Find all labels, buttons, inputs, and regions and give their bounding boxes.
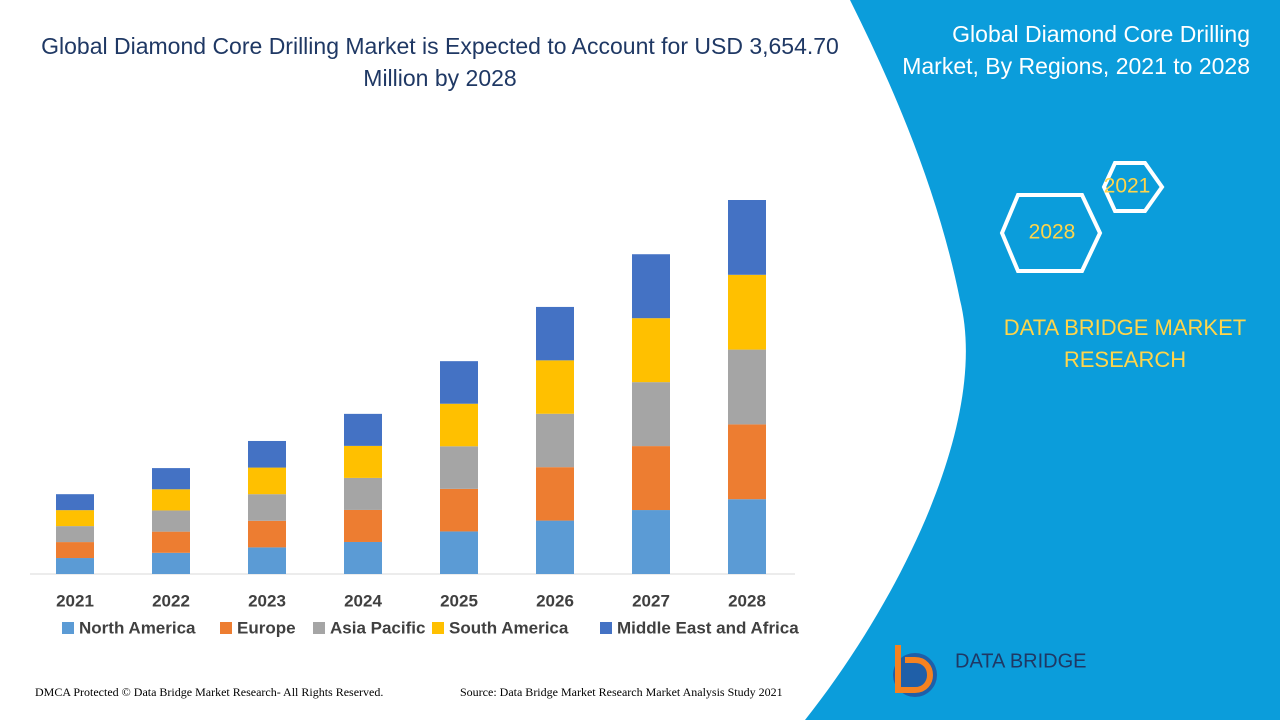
x-tick-label: 2023 xyxy=(248,591,286,610)
bar-segment xyxy=(440,488,478,532)
bar-segment xyxy=(632,510,670,574)
legend-swatch xyxy=(432,622,444,634)
bar-segment xyxy=(248,547,286,574)
bar-segment xyxy=(344,413,382,446)
bar-segment xyxy=(248,494,286,521)
footer-left: DMCA Protected © Data Bridge Market Rese… xyxy=(35,685,383,699)
x-tick-label: 2026 xyxy=(536,591,574,610)
legend-label: Asia Pacific xyxy=(330,618,425,637)
bar-segment xyxy=(248,467,286,495)
bar-segment xyxy=(728,349,766,425)
side-panel xyxy=(805,0,1280,720)
bar-segment xyxy=(632,446,670,511)
bar-segment xyxy=(344,445,382,478)
legend-label: South America xyxy=(449,618,569,637)
bar-segment xyxy=(536,520,574,574)
bar-segment xyxy=(440,403,478,447)
legend-swatch xyxy=(313,622,325,634)
bar-segment xyxy=(152,489,190,511)
bar-segment xyxy=(344,477,382,510)
panel-title: Global Diamond Core Drilling Market, By … xyxy=(902,21,1250,79)
hexagon xyxy=(1101,161,1165,213)
logo-text: DATA BRIDGE xyxy=(955,650,1087,672)
bar-segment xyxy=(632,254,670,319)
bar-segment xyxy=(728,200,766,275)
bar-segment xyxy=(152,510,190,532)
legend-label: North America xyxy=(79,618,196,637)
bar-segment xyxy=(56,558,94,574)
bar-segment xyxy=(56,494,94,511)
bar-segment xyxy=(728,424,766,500)
hex-label: 2028 xyxy=(1029,221,1076,244)
bar-segment xyxy=(536,306,574,361)
bar-segment xyxy=(152,531,190,553)
bar-segment xyxy=(152,468,190,490)
hexagon xyxy=(999,193,1103,273)
bar-segment xyxy=(728,499,766,574)
bar-segment xyxy=(440,361,478,404)
bar-segment xyxy=(536,413,574,468)
bar-segment xyxy=(632,318,670,383)
legend-swatch xyxy=(62,622,74,634)
bar-segment xyxy=(440,446,478,489)
x-tick-label: 2021 xyxy=(56,591,94,610)
legend-label: Middle East and Africa xyxy=(617,618,799,637)
chart-title: Global Diamond Core Drilling Market is E… xyxy=(41,33,839,91)
x-tick-label: 2024 xyxy=(344,591,382,610)
logo-mark xyxy=(895,645,933,693)
x-tick-label: 2028 xyxy=(728,591,766,610)
bar-segment xyxy=(56,542,94,559)
bar-segment xyxy=(248,440,286,468)
bar-segment xyxy=(56,510,94,527)
bar-segment xyxy=(536,467,574,521)
bar-segment xyxy=(344,541,382,574)
footer-right: Source: Data Bridge Market Research Mark… xyxy=(460,685,783,699)
bar-segment xyxy=(248,520,286,548)
legend-swatch xyxy=(220,622,232,634)
bar-segment xyxy=(632,382,670,447)
bar-segment xyxy=(152,552,190,574)
brand-text: DATA BRIDGE MARKET RESEARCH xyxy=(1003,315,1247,372)
x-tick-label: 2025 xyxy=(440,591,478,610)
legend-swatch xyxy=(600,622,612,634)
bar-segment xyxy=(536,360,574,414)
x-tick-label: 2022 xyxy=(152,591,190,610)
hex-label: 2021 xyxy=(1104,175,1151,198)
bar-segment xyxy=(440,531,478,574)
bar-segment xyxy=(56,526,94,543)
legend-label: Europe xyxy=(237,618,296,637)
bar-segment xyxy=(344,509,382,542)
x-tick-label: 2027 xyxy=(632,591,670,610)
bar-segment xyxy=(728,274,766,350)
